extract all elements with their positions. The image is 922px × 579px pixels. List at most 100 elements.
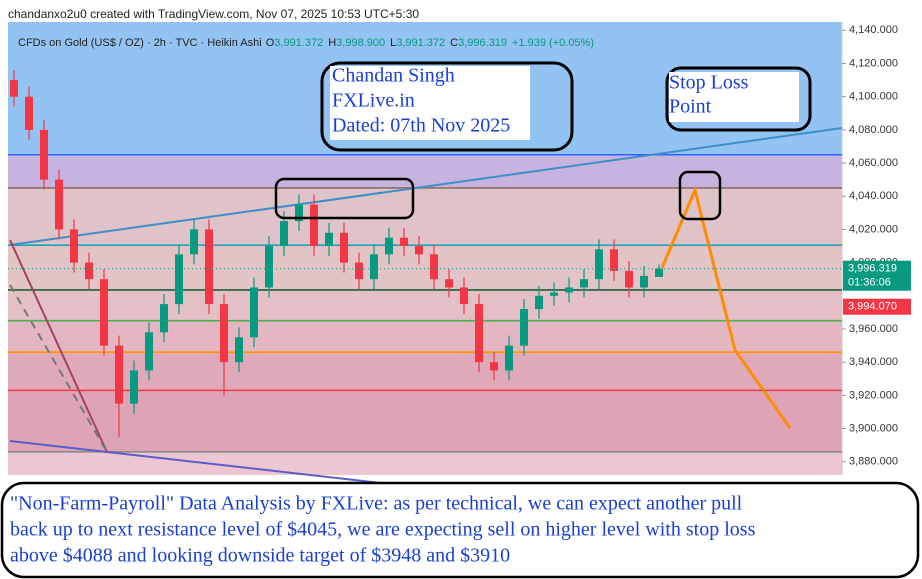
candle-body	[10, 80, 18, 97]
analysis-line: "Non-Farm-Payroll" Data Analysis by FXLi…	[10, 493, 743, 515]
candle-body	[370, 254, 378, 280]
trendline	[9, 239, 108, 453]
price-badge	[843, 260, 911, 291]
y-tick-label: 3,960.000	[849, 323, 898, 335]
candle-body	[115, 345, 123, 404]
y-tick-label: 4,060.000	[849, 157, 898, 169]
y-tick-label: 4,020.000	[849, 223, 898, 235]
candle-body	[340, 232, 348, 263]
y-tick-label: 4,040.000	[849, 190, 898, 202]
candle-body	[520, 309, 528, 346]
candle-body	[205, 229, 213, 305]
axis-bg	[842, 22, 914, 475]
ohlc-key: H	[328, 37, 336, 49]
candle-body	[640, 275, 648, 288]
candle-body	[610, 249, 618, 271]
highlight-box	[274, 177, 415, 220]
ohlc-value: 3,991.372	[274, 37, 323, 49]
analysis-line: back up to next resistance level of $404…	[10, 519, 756, 541]
candle-body	[220, 304, 228, 363]
highlight-box	[678, 170, 722, 221]
candle-body	[325, 232, 333, 247]
candle-body	[385, 237, 393, 255]
candle-body	[580, 279, 588, 288]
candle-body	[445, 279, 453, 288]
y-tick-label: 3,900.000	[849, 422, 898, 434]
ohlc-key: C	[450, 37, 458, 49]
candle-body	[160, 304, 168, 333]
analysis-box	[0, 481, 920, 579]
y-tick-label: 4,120.000	[849, 57, 898, 69]
symbol-legend: CFDs on Gold (US$ / OZ) · 2h · TVC · Hei…	[18, 37, 594, 49]
candle-body	[430, 254, 438, 280]
y-tick-label: 3,880.000	[849, 456, 898, 468]
price-badge-timer: 01:36:06	[848, 277, 891, 289]
trendline	[9, 284, 108, 453]
y-tick-label: 4,100.000	[849, 91, 898, 103]
candle-body	[565, 287, 573, 293]
analysis-line: above $4088 and looking downside target …	[10, 545, 510, 567]
candle-body	[535, 295, 543, 310]
candle-body	[355, 262, 363, 280]
band	[8, 245, 842, 290]
background	[8, 22, 914, 475]
author-line: Chandan Singh	[332, 65, 455, 87]
band	[8, 451, 842, 475]
candle-body	[175, 254, 183, 305]
band	[8, 154, 842, 188]
author-line: FXLive.in	[332, 90, 415, 112]
candle-body	[280, 221, 288, 247]
candle-body	[295, 204, 303, 222]
stop-loss-line: Stop Loss	[669, 72, 749, 94]
price-badge-label: 3,996.319	[848, 263, 897, 275]
ohlc-key: O	[266, 37, 275, 49]
band	[8, 289, 842, 321]
band	[8, 320, 842, 353]
candle-body	[265, 246, 273, 288]
annotation-frame	[665, 66, 812, 132]
ohlc-value: 3,996.319	[458, 37, 507, 49]
y-tick-label: 3,940.000	[849, 356, 898, 368]
candle-body	[100, 279, 108, 346]
y-tick-label: 3,920.000	[849, 389, 898, 401]
attribution: chandanxo2u0 created with TradingView.co…	[8, 7, 419, 21]
y-tick-label: 4,080.000	[849, 124, 898, 136]
candle-body	[145, 332, 153, 371]
price-axis: 4,140.000 4,120.000 4,100.000 4,080.000 4,06…	[8, 24, 911, 468]
candle-body	[475, 304, 483, 363]
candle-body	[40, 129, 48, 180]
ohlc-value: 3,998.900	[336, 37, 385, 49]
candle-body	[70, 229, 78, 263]
stop-loss-line: Point	[669, 96, 712, 118]
symbol-info: CFDs on Gold (US$ / OZ) · 2h · TVC · Hei…	[18, 37, 262, 49]
annotation-frame	[320, 61, 574, 152]
candles	[10, 70, 663, 437]
candle-body	[310, 204, 318, 247]
candle-body	[625, 270, 633, 288]
candle-body	[595, 249, 603, 280]
ohlc-key: L	[390, 37, 396, 49]
ohlc-value: 3,991.372	[396, 37, 445, 49]
candle-body	[490, 362, 498, 371]
price-badge-label: 3,994.070	[848, 301, 897, 313]
candle-body	[250, 287, 258, 338]
projection-path	[660, 185, 792, 429]
band	[8, 390, 842, 452]
candle-body	[550, 292, 558, 296]
price-badge	[843, 298, 911, 315]
candle-body	[415, 246, 423, 255]
candle-body	[460, 287, 468, 305]
candle-body	[505, 345, 513, 371]
candle-body	[190, 229, 198, 255]
y-tick-label: 4,140.000	[849, 24, 898, 36]
candle-body	[25, 96, 33, 130]
candle-body	[85, 262, 93, 280]
change: +1.939 (+0.05%)	[512, 37, 594, 49]
candle-body	[235, 337, 243, 363]
candle-body	[400, 237, 408, 247]
candle-body	[655, 268, 663, 277]
annotation-bg	[669, 72, 799, 122]
annotation-bg	[330, 66, 530, 140]
candle-body	[130, 370, 138, 404]
